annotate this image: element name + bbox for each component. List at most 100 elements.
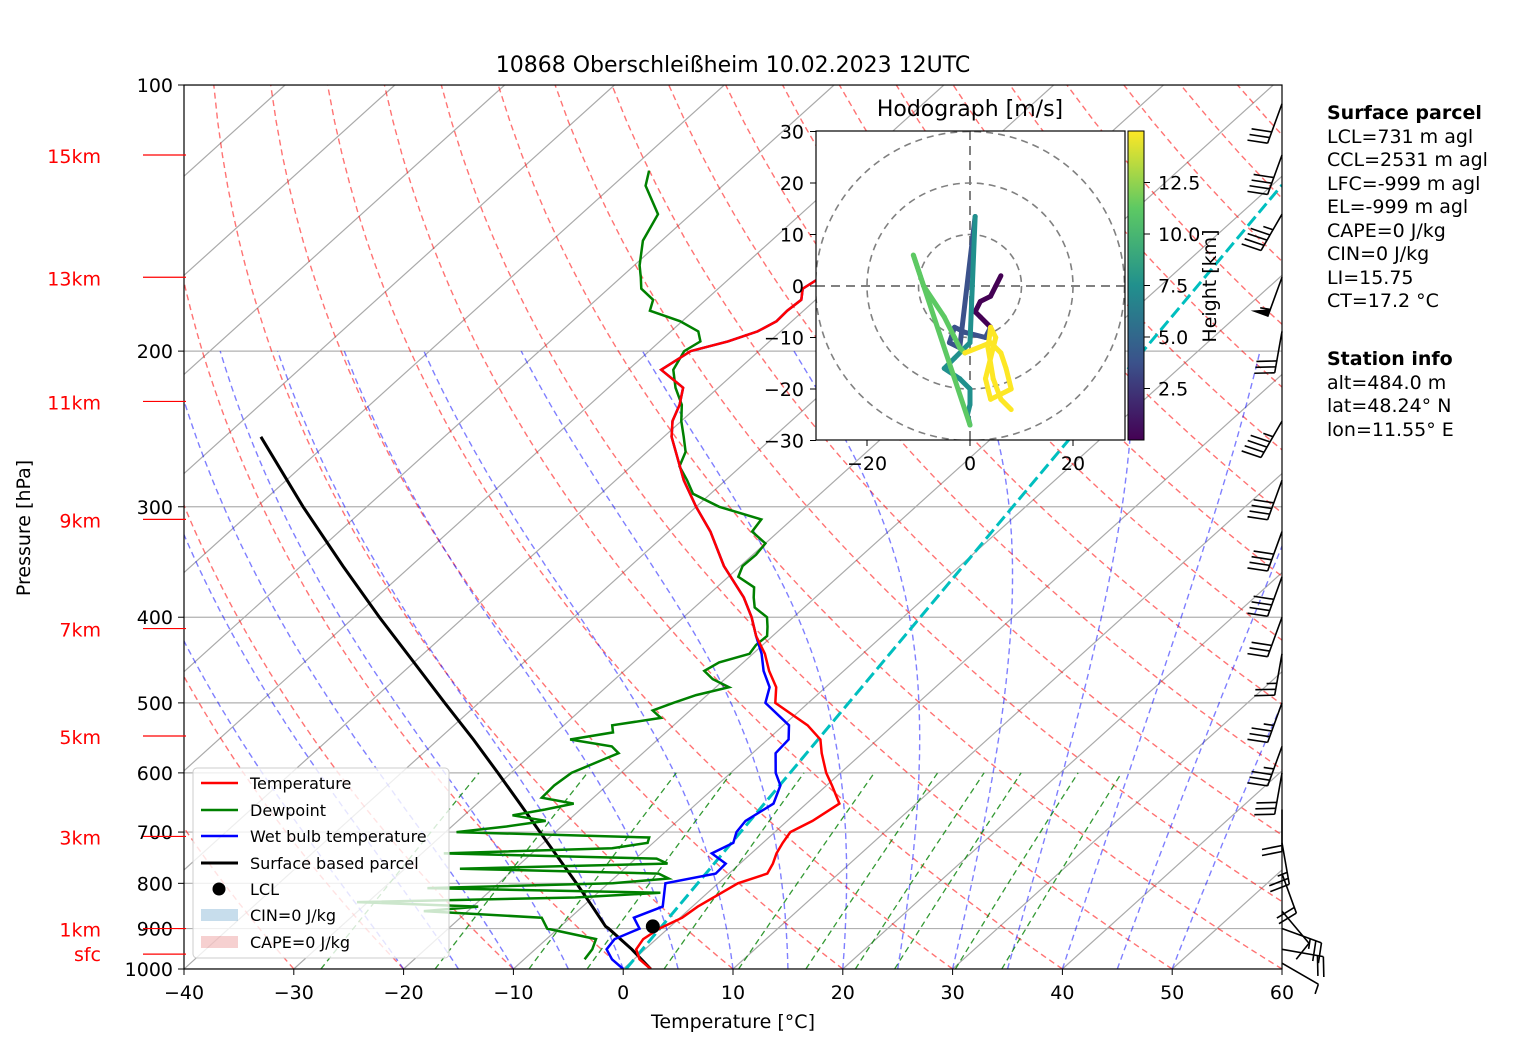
hodograph-segment — [941, 314, 958, 340]
isotherm — [184, 85, 396, 277]
x-tick-label: 50 — [1160, 982, 1184, 1004]
hodograph-segment — [998, 350, 1009, 371]
moist-adiabat — [1061, 350, 1261, 969]
colorbar-tick-label: 5.0 — [1158, 327, 1188, 349]
hodograph-segment — [921, 283, 947, 320]
wind-barb — [1261, 809, 1283, 857]
wind-barb — [1254, 772, 1283, 816]
wind-barb — [1247, 576, 1283, 618]
wind-barb — [1247, 746, 1283, 787]
isotherm — [184, 85, 835, 673]
hodo-x-tick-label: 20 — [1061, 453, 1085, 475]
height-label: 1km — [59, 920, 101, 942]
station-altitude: alt=484.0 m — [1327, 371, 1447, 394]
x-axis-ticks: −40 −30 −20 −10 0 10 20 30 40 50 60 — [164, 969, 1294, 1004]
dry-adiabat — [952, 85, 1282, 451]
mixing-ratio-line — [1001, 772, 1123, 969]
y-tick-label: 200 — [137, 341, 173, 363]
lcl-marker — [645, 919, 660, 934]
moist-adiabat — [793, 350, 921, 969]
y-tick-label: 500 — [137, 693, 173, 715]
wind-barb — [1254, 653, 1283, 697]
isotherm — [512, 274, 1282, 969]
wind-barbs — [1241, 103, 1325, 995]
isotherm — [732, 472, 1282, 969]
isotherm — [952, 670, 1282, 969]
el-value: EL=-999 m agl — [1327, 196, 1469, 218]
height-label: 9km — [59, 510, 101, 532]
hodograph-segment — [985, 324, 994, 351]
lcl-value: LCL=731 m agl — [1327, 125, 1474, 148]
hodograph-colorbar — [1127, 130, 1145, 441]
legend-lcl: LCL — [250, 880, 279, 899]
x-tick-label: 40 — [1050, 982, 1074, 1004]
isotherm — [403, 175, 1282, 969]
y-tick-label: 400 — [137, 607, 173, 629]
mixing-ratio-line — [434, 772, 588, 969]
dry-adiabat — [184, 278, 624, 969]
wind-barb — [1247, 531, 1283, 572]
hodograph-segment — [982, 376, 994, 402]
hodograph-segment — [910, 252, 927, 289]
wind-barb — [1247, 154, 1283, 196]
y-tick-label: 900 — [137, 919, 173, 941]
x-tick-label: −30 — [274, 982, 314, 1004]
isotherm — [184, 85, 615, 475]
station-info-title: Station info — [1327, 348, 1453, 370]
x-tick-label: −10 — [493, 982, 533, 1004]
moist-adiabat — [951, 350, 1014, 969]
y-tick-label: 1000 — [125, 959, 173, 981]
moist-adiabat — [1116, 544, 1282, 969]
parcel-profile-line — [259, 436, 652, 969]
dewpoint-line — [356, 170, 769, 961]
wind-barb — [1281, 910, 1310, 960]
dry-adiabat — [270, 85, 844, 969]
dry-adiabat — [440, 85, 1173, 969]
legend-cin: CIN=0 J/kg — [250, 906, 336, 925]
x-tick-label: −20 — [384, 982, 424, 1004]
x-axis-label: Temperature [°C] — [650, 1011, 815, 1033]
wind-barb — [1268, 842, 1291, 893]
station-longitude: lon=11.55° E — [1327, 418, 1454, 441]
legend-cape: CAPE=0 J/kg — [250, 933, 350, 952]
isotherm — [184, 85, 725, 574]
chart-title: 10868 Oberschleißheim 10.02.2023 12UTC — [496, 53, 971, 78]
moist-adiabat — [641, 350, 848, 969]
height-label: 11km — [47, 392, 101, 414]
height-label: sfc — [74, 944, 101, 966]
moist-adiabat — [1171, 701, 1282, 969]
hodograph-title: Hodograph [m/s] — [877, 97, 1063, 122]
hodo-y-tick-label: −10 — [764, 328, 804, 350]
hodo-x-tick-label: 0 — [964, 453, 976, 475]
dry-adiabat — [895, 85, 1282, 514]
hodo-y-tick-label: 0 — [792, 276, 804, 298]
isotherm — [184, 85, 945, 772]
surface-parcel-title: Surface parcel — [1327, 102, 1482, 124]
x-tick-label: 10 — [721, 982, 745, 1004]
moist-adiabat — [276, 350, 624, 969]
legend-parcel: Surface based parcel — [250, 854, 419, 873]
hodograph: Hodograph [m/s] −20 0 20 30 20 10 0 −10 −20 −30 2… — [764, 97, 1221, 475]
hodograph-segment — [990, 376, 1004, 402]
hodograph-ring — [917, 233, 1023, 339]
station-latitude: lat=48.24° N — [1327, 395, 1452, 417]
height-label: 3km — [59, 827, 101, 849]
wind-barb — [1247, 103, 1283, 144]
dry-adiabat — [611, 85, 1282, 836]
isotherm — [622, 373, 1282, 969]
moist-adiabat — [1006, 351, 1134, 969]
y-axis-ticks: 100 200 300 400 500 600 700 800 900 1000 — [125, 75, 184, 981]
hodograph-segment — [985, 345, 996, 382]
height-label: 7km — [59, 620, 101, 642]
mixing-ratio-line — [528, 772, 677, 969]
mixing-ratio-line — [854, 772, 985, 969]
temperature-line — [634, 169, 970, 969]
mixing-ratio-line — [586, 772, 732, 969]
dry-adiabat — [184, 503, 514, 969]
mixing-ratio-line — [738, 772, 875, 969]
hodo-y-tick-label: −20 — [764, 379, 804, 401]
height-label: 13km — [47, 268, 101, 290]
cin-value: CIN=0 J/kg — [1327, 243, 1430, 265]
wind-barb — [1281, 962, 1320, 995]
